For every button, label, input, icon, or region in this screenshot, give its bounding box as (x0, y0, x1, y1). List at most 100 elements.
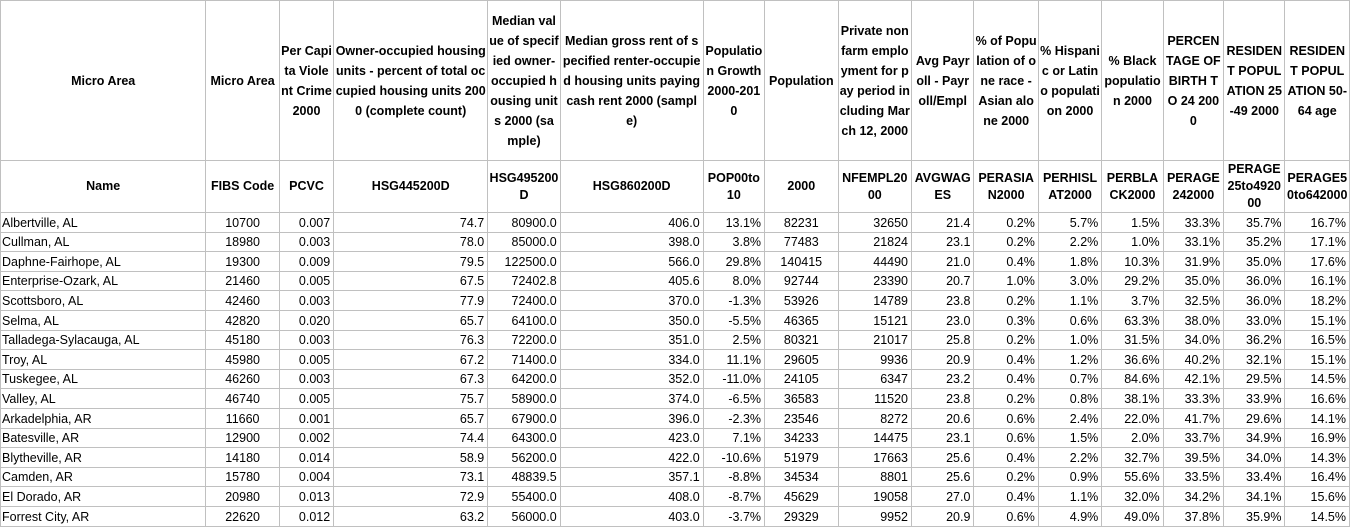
table-cell[interactable]: 9952 (837, 505, 913, 527)
code-cell[interactable]: HSG445200D (333, 160, 489, 213)
header-cell[interactable]: RESIDENT POPULATION 50-64 age (1284, 0, 1350, 161)
table-cell[interactable]: 51979 (764, 447, 839, 468)
table-cell[interactable]: 14180 (205, 447, 280, 468)
table-cell[interactable]: 35.9% (1223, 505, 1286, 527)
table-cell[interactable]: 23.0 (911, 309, 975, 331)
table-cell[interactable]: 16.4% (1284, 466, 1350, 488)
table-cell[interactable]: 20.9 (911, 349, 975, 370)
table-cell[interactable]: 33.3% (1162, 388, 1225, 409)
table-cell[interactable]: 80900.0 (487, 212, 561, 233)
row-name-cell[interactable]: Enterprise-Ozark, AL (0, 270, 207, 292)
table-cell[interactable]: -8.7% (702, 486, 766, 507)
table-cell[interactable]: 0.4% (973, 486, 1039, 507)
table-cell[interactable]: 15.1% (1284, 309, 1350, 331)
table-cell[interactable]: 1.5% (1101, 212, 1164, 233)
table-cell[interactable]: 20980 (205, 486, 280, 507)
table-cell[interactable]: 56200.0 (487, 447, 561, 468)
row-name-cell[interactable]: Talladega-Sylacauga, AL (0, 329, 207, 351)
table-cell[interactable]: 1.0% (973, 270, 1039, 292)
row-name-cell[interactable]: Scottsboro, AL (0, 290, 207, 311)
table-cell[interactable]: 2.5% (702, 329, 766, 351)
table-cell[interactable]: 8.0% (702, 270, 766, 292)
table-cell[interactable]: 0.3% (973, 309, 1039, 331)
table-cell[interactable]: 27.0 (911, 486, 975, 507)
table-cell[interactable]: 0.003 (278, 329, 335, 351)
code-cell[interactable]: AVGWAGES (911, 160, 975, 213)
table-cell[interactable]: 63.2 (333, 505, 489, 527)
table-cell[interactable]: 23390 (837, 270, 913, 292)
table-cell[interactable]: 58.9 (333, 447, 489, 468)
table-cell[interactable]: 0.7% (1037, 368, 1103, 390)
code-cell[interactable]: PCVC (278, 160, 335, 213)
table-cell[interactable]: 15780 (205, 466, 280, 488)
table-cell[interactable]: 23.1 (911, 231, 975, 253)
table-cell[interactable]: 374.0 (559, 388, 704, 409)
table-cell[interactable]: 23.8 (911, 290, 975, 311)
table-cell[interactable]: 78.0 (333, 231, 489, 253)
table-cell[interactable]: 0.6% (973, 407, 1039, 429)
table-cell[interactable]: 36.6% (1101, 349, 1164, 370)
table-cell[interactable]: 21.4 (911, 212, 975, 233)
table-cell[interactable]: 122500.0 (487, 251, 561, 272)
table-cell[interactable]: 31.9% (1162, 251, 1225, 272)
table-cell[interactable]: 20.6 (911, 407, 975, 429)
header-cell[interactable]: Private nonfarm employment for pay perio… (837, 0, 913, 161)
table-cell[interactable]: 10.3% (1101, 251, 1164, 272)
table-cell[interactable]: 23.8 (911, 388, 975, 409)
table-cell[interactable]: 8801 (837, 466, 913, 488)
code-cell[interactable]: PERAGE25to492000 (1223, 160, 1286, 213)
table-cell[interactable]: 3.7% (1101, 290, 1164, 311)
table-cell[interactable]: 48839.5 (487, 466, 561, 488)
table-cell[interactable]: 34534 (764, 466, 839, 488)
table-cell[interactable]: 2.0% (1101, 427, 1164, 449)
table-cell[interactable]: 92744 (764, 270, 839, 292)
table-cell[interactable]: 23.1 (911, 427, 975, 449)
header-cell[interactable]: Owner-occupied housing units - percent o… (333, 0, 489, 161)
header-cell[interactable]: Micro Area (0, 0, 207, 161)
table-cell[interactable]: 29605 (764, 349, 839, 370)
table-cell[interactable]: 14475 (837, 427, 913, 449)
table-cell[interactable]: 396.0 (559, 407, 704, 429)
table-cell[interactable]: 0.2% (973, 290, 1039, 311)
table-cell[interactable]: 398.0 (559, 231, 704, 253)
table-cell[interactable]: 0.2% (973, 329, 1039, 351)
table-cell[interactable]: 45629 (764, 486, 839, 507)
table-cell[interactable]: -11.0% (702, 368, 766, 390)
table-cell[interactable]: 35.2% (1223, 231, 1286, 253)
code-cell[interactable]: POP00to10 (702, 160, 766, 213)
table-cell[interactable]: 34.9% (1223, 427, 1286, 449)
table-cell[interactable]: 29.5% (1223, 368, 1286, 390)
table-cell[interactable]: 18.2% (1284, 290, 1350, 311)
code-cell[interactable]: PERASIAN2000 (973, 160, 1039, 213)
table-cell[interactable]: 19300 (205, 251, 280, 272)
header-cell[interactable]: Median value of specified owner-occupied… (487, 0, 561, 161)
table-cell[interactable]: 21.0 (911, 251, 975, 272)
header-cell[interactable]: Population Growth 2000-2010 (702, 0, 766, 161)
table-cell[interactable]: -5.5% (702, 309, 766, 331)
table-cell[interactable]: 1.2% (1037, 349, 1103, 370)
table-cell[interactable]: 0.001 (278, 407, 335, 429)
table-cell[interactable]: 566.0 (559, 251, 704, 272)
table-cell[interactable]: 0.9% (1037, 466, 1103, 488)
row-name-cell[interactable]: Selma, AL (0, 309, 207, 331)
table-cell[interactable]: 34.0% (1223, 447, 1286, 468)
header-cell[interactable]: PERCENTAGE OF BIRTH TO 24 2000 (1162, 0, 1225, 161)
table-cell[interactable]: 14789 (837, 290, 913, 311)
table-cell[interactable]: 67.5 (333, 270, 489, 292)
code-cell[interactable]: PERAGE50to642000 (1284, 160, 1350, 213)
table-cell[interactable]: 79.5 (333, 251, 489, 272)
table-cell[interactable]: 35.0% (1162, 270, 1225, 292)
table-cell[interactable]: 33.7% (1162, 427, 1225, 449)
table-cell[interactable]: 32.7% (1101, 447, 1164, 468)
table-cell[interactable]: 0.012 (278, 505, 335, 527)
table-cell[interactable]: 1.8% (1037, 251, 1103, 272)
header-cell[interactable]: % Hispanic or Latino population 2000 (1037, 0, 1103, 161)
table-cell[interactable]: 74.7 (333, 212, 489, 233)
table-cell[interactable]: 14.3% (1284, 447, 1350, 468)
table-cell[interactable]: 403.0 (559, 505, 704, 527)
table-cell[interactable]: 0.2% (973, 212, 1039, 233)
table-cell[interactable]: -10.6% (702, 447, 766, 468)
table-cell[interactable]: 58900.0 (487, 388, 561, 409)
table-cell[interactable]: 32.5% (1162, 290, 1225, 311)
table-cell[interactable]: 23.2 (911, 368, 975, 390)
